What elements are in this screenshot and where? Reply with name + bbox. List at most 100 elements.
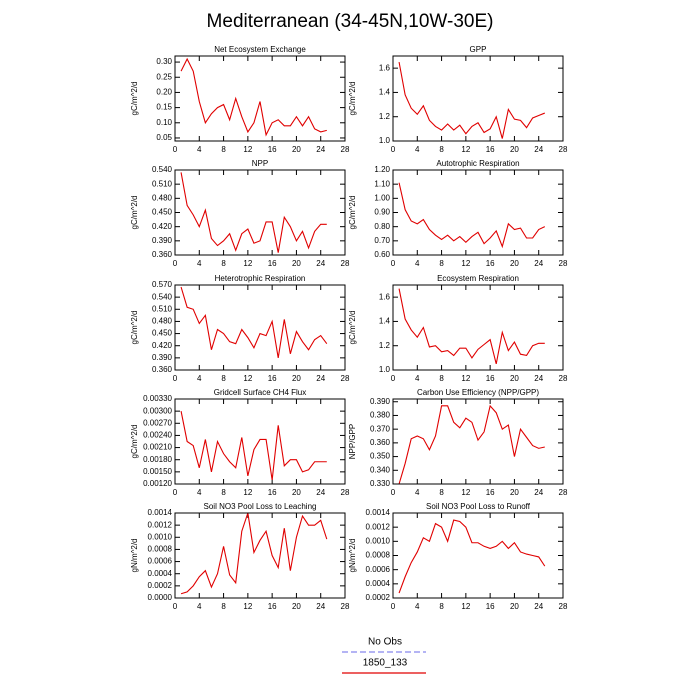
panel-title: GPP [470,45,487,54]
y-tick-label: 0.0014 [366,508,391,517]
y-axis-label: gC/m^2/d [348,311,357,345]
x-tick-label: 12 [243,374,252,383]
x-tick-label: 12 [461,145,470,154]
plot-frame [174,512,346,599]
y-axis-label: gC/m^2/d [130,196,139,230]
data-line [398,288,545,365]
x-tick-label: 12 [243,488,252,497]
data-line [180,172,327,253]
x-tick-label: 0 [391,374,396,383]
panel-title: Ecosystem Respiration [437,274,519,283]
x-tick-label: 4 [197,602,202,611]
plot-frame [392,398,564,485]
x-tick-label: 8 [221,145,226,154]
x-tick-label: 24 [316,145,325,154]
x-tick-label: 20 [292,374,301,383]
x-tick-label: 8 [439,145,444,154]
y-tick-label: 0.540 [152,292,173,301]
x-tick-label: 0 [391,259,396,268]
x-tick-label: 20 [292,602,301,611]
y-tick-label: 0.00330 [143,394,172,403]
x-tick-label: 20 [292,145,301,154]
x-tick-label: 0 [173,145,178,154]
x-tick-label: 0 [391,602,396,611]
x-tick-label: 8 [221,488,226,497]
data-line [398,519,546,594]
x-tick-label: 8 [221,374,226,383]
y-tick-label: 0.340 [370,465,391,474]
data-line [398,61,545,139]
x-tick-label: 4 [415,602,420,611]
y-axis-label: gC/m^2/d [130,82,139,116]
data-line [180,286,328,358]
x-tick-label: 0 [173,259,178,268]
x-tick-label: 28 [559,488,568,497]
x-tick-label: 0 [391,488,396,497]
y-tick-label: 0.60 [374,250,390,259]
data-line [398,404,545,485]
x-tick-label: 0 [173,488,178,497]
y-tick-label: 1.6 [379,63,391,72]
x-tick-label: 16 [268,145,277,154]
x-tick-label: 28 [341,602,350,611]
x-tick-label: 12 [461,259,470,268]
y-tick-label: 0.25 [156,72,172,81]
x-tick-label: 16 [486,374,495,383]
x-tick-label: 24 [534,602,543,611]
x-tick-label: 28 [341,259,350,268]
y-tick-label: 0.510 [152,304,173,313]
y-tick-label: 0.0014 [148,508,173,517]
data-line [180,411,327,481]
x-tick-label: 20 [510,602,519,611]
y-tick-label: 0.450 [152,208,173,217]
x-tick-label: 24 [316,488,325,497]
y-tick-label: 1.4 [379,317,391,326]
x-tick-label: 16 [268,488,277,497]
plot-frame [174,169,346,256]
y-tick-label: 0.0000 [148,593,173,602]
y-tick-label: 0.0004 [148,569,173,578]
x-tick-label: 24 [534,259,543,268]
panel-title: Soil NO3 Pool Loss to Leaching [204,502,317,511]
y-tick-label: 1.10 [374,179,390,188]
y-tick-label: 0.30 [156,57,172,66]
x-tick-label: 28 [341,488,350,497]
x-tick-label: 28 [559,259,568,268]
y-tick-label: 0.00240 [143,431,172,440]
x-tick-label: 28 [559,145,568,154]
y-tick-label: 1.00 [374,193,390,202]
x-tick-label: 24 [534,488,543,497]
y-tick-label: 0.0006 [148,557,173,566]
plot-frame [174,284,346,371]
x-tick-label: 4 [415,488,420,497]
x-tick-label: 12 [243,145,252,154]
y-tick-label: 0.15 [156,103,172,112]
y-tick-label: 0.00120 [143,479,172,488]
x-tick-label: 24 [316,602,325,611]
x-tick-label: 0 [391,145,396,154]
plot-frame [174,398,346,485]
y-tick-label: 0.00180 [143,455,172,464]
y-tick-label: 1.2 [379,112,391,121]
y-tick-label: 0.370 [370,424,391,433]
y-tick-label: 0.450 [152,329,173,338]
x-tick-label: 8 [439,488,444,497]
x-tick-label: 28 [559,602,568,611]
x-tick-label: 16 [268,259,277,268]
x-tick-label: 20 [510,145,519,154]
x-tick-label: 24 [316,259,325,268]
x-tick-label: 24 [534,374,543,383]
y-tick-label: 0.570 [152,280,173,289]
x-tick-label: 28 [341,374,350,383]
x-tick-label: 16 [268,602,277,611]
y-axis-label: gN/m^2/d [348,539,357,573]
y-tick-label: 0.0002 [366,593,391,602]
y-tick-label: 1.0 [379,136,391,145]
y-axis-label: gC/m^2/d [348,196,357,230]
y-tick-label: 0.0004 [366,579,391,588]
x-tick-label: 0 [173,602,178,611]
y-tick-label: 0.00300 [143,406,172,415]
x-tick-label: 12 [461,488,470,497]
y-tick-label: 0.0012 [366,522,391,531]
